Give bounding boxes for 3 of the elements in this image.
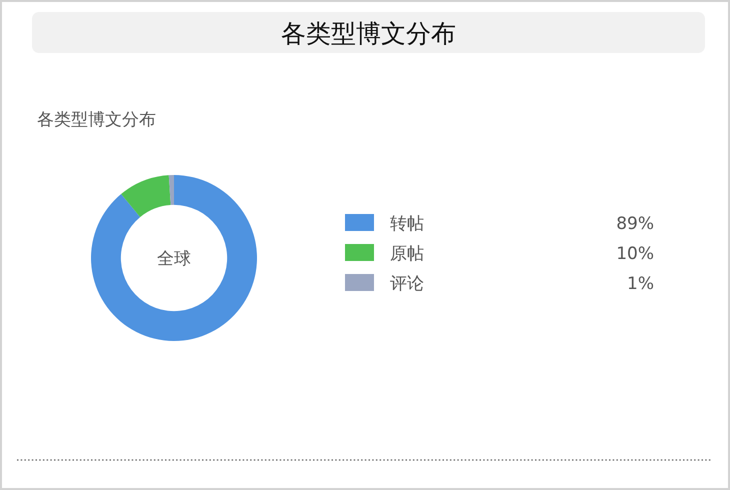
subtitle: 各类型博文分布 bbox=[37, 110, 156, 130]
annotation: 全球 bbox=[157, 249, 191, 269]
title: 各类型博文分布 bbox=[281, 19, 456, 48]
